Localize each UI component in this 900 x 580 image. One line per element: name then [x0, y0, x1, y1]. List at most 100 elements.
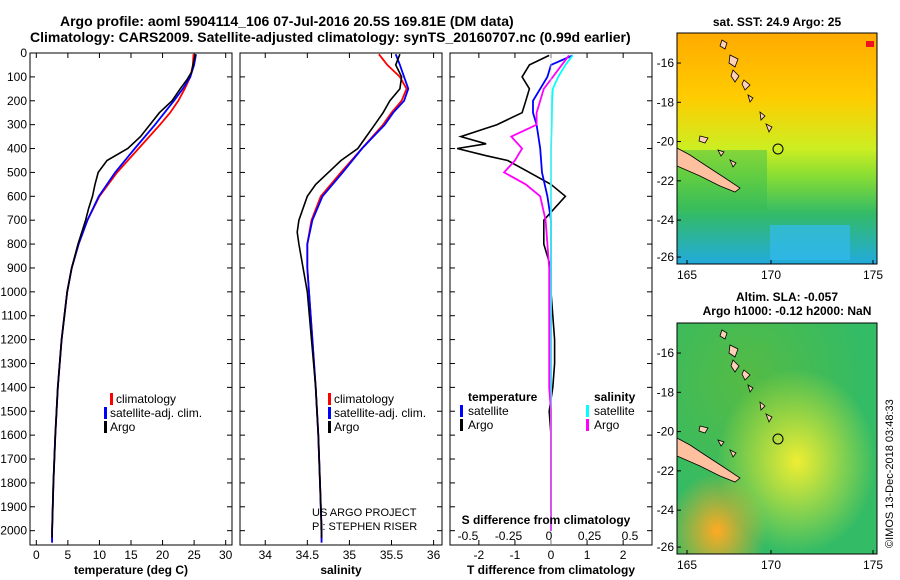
sla-argo-location [772, 433, 784, 445]
legend-s-satellite-label: satellite [594, 404, 635, 418]
depth-tick-label: 1600 [0, 428, 27, 442]
salinity-panel: 34 34.5 35 35.5 36 salinity climatology sate… [239, 52, 443, 577]
x-tick-label: 0 [548, 548, 555, 562]
map-y-tick-label: -22 [657, 464, 675, 478]
depth-tick-label: 2000 [0, 524, 27, 538]
legend-climatology-swatch [110, 393, 113, 405]
sst-map-title: sat. SST: 24.9 Argo: 25 [713, 15, 842, 29]
depth-tick-label: 400 [7, 142, 27, 156]
depth-tick-label: 1400 [0, 380, 27, 394]
sla-map-frame [676, 322, 878, 555]
legend-satellite-swatch [104, 407, 107, 419]
map-x-tick-label: 170 [761, 558, 781, 572]
depth-tick-label: 1000 [0, 285, 27, 299]
s-tick-label: -0.5 [458, 529, 479, 543]
depth-tick-label: 1500 [0, 404, 27, 418]
legend-s-satellite-swatch [586, 405, 589, 417]
x-tick-label: 10 [93, 548, 107, 562]
x-tick-label: 35.5 [380, 548, 404, 562]
x-tick-label: 30 [219, 548, 233, 562]
map-x-tick-label: 170 [761, 268, 781, 282]
map-y-tick-label: -18 [657, 95, 675, 109]
map-y-tick-label: -26 [657, 540, 675, 554]
depth-tick-label: 1200 [0, 333, 27, 347]
map-x-tick-label: 175 [863, 558, 883, 572]
series-line-t-argo [457, 54, 567, 531]
legend-satellite-swatch [328, 407, 331, 419]
map-x-tick-label: 165 [677, 558, 697, 572]
series-line-climatology [306, 53, 408, 543]
depth-tick-label: 1800 [0, 476, 27, 490]
x-tick-label: 34.5 [296, 548, 320, 562]
depth-tick-label: 1700 [0, 452, 27, 466]
sla-map-panel: Altim. SLA: -0.057 Argo h1000: -0.12 h20… [657, 290, 884, 572]
sst-argo-location [772, 143, 784, 155]
legend-s-argo-swatch [586, 419, 589, 431]
x-tick-label: 1 [584, 548, 591, 562]
legend-satellite-label: satellite-adj. clim. [110, 406, 202, 420]
header-line1: Argo profile: aoml 5904114_106 07-Jul-20… [60, 13, 514, 29]
sst-cold-patch [770, 225, 850, 260]
s-tick-label: -0.25 [495, 529, 523, 543]
depth-tick-label: 300 [7, 118, 27, 132]
legend-t-satellite-label: satellite [468, 404, 509, 418]
vanuatu-islands [698, 329, 773, 458]
map-y-tick-label: -18 [657, 385, 675, 399]
x-tick-label: 15 [124, 548, 138, 562]
sst-map-frame [676, 32, 878, 265]
map-y-tick-label: -22 [657, 174, 675, 188]
map-y-tick-label: -16 [657, 346, 675, 360]
s-tick-label: 0.25 [578, 529, 602, 543]
difference-legend: temperature satellite Argo salinity sate… [460, 390, 636, 432]
depth-tick-label: 700 [7, 213, 27, 227]
depth-tick-label: 200 [7, 94, 27, 108]
salinity-xlabel: salinity [320, 563, 362, 577]
map-x-tick-label: 165 [677, 268, 697, 282]
temperature-axes [29, 52, 233, 546]
series-line-climatology [51, 54, 195, 543]
series-line-s-argo [502, 54, 570, 531]
sla-map-subtitle: Argo h1000: -0.12 h2000: NaN [703, 304, 872, 318]
depth-tick-label: 800 [7, 237, 27, 251]
salinity-legend: climatology satellite-adj. clim. Argo [328, 392, 426, 434]
pi-annotation: PI: STEPHEN RISER [312, 521, 417, 533]
depth-tick-label: 600 [7, 189, 27, 203]
legend-t-argo-swatch [460, 419, 463, 431]
map-y-tick-label: -20 [657, 425, 675, 439]
series-line-argo [296, 53, 403, 538]
series-line-satellite-adj-clim- [306, 53, 410, 543]
t-difference-xlabel: T difference from climatology [467, 563, 635, 577]
series-line-argo [51, 54, 197, 538]
map-x-tick-label: 175 [863, 268, 883, 282]
x-tick-label: 35 [343, 548, 357, 562]
legend-argo-label: Argo [110, 420, 136, 434]
depth-tick-label: 1300 [0, 356, 27, 370]
legend-s-argo-label: Argo [594, 418, 620, 432]
depth-tick-label: 100 [7, 70, 27, 84]
salinity-axes [239, 52, 443, 546]
sst-hot-spot [866, 41, 874, 47]
map-y-tick-label: -24 [657, 213, 675, 227]
new-caledonia-island [676, 147, 741, 193]
x-tick-label: 2 [620, 548, 627, 562]
map-y-tick-label: -16 [657, 56, 675, 70]
map-y-tick-label: -24 [657, 503, 675, 517]
x-tick-label: 20 [156, 548, 170, 562]
project-annotation: US ARGO PROJECT [312, 507, 417, 519]
s-difference-label: S difference from climatology [462, 513, 631, 527]
s-tick-label: 0 [546, 529, 553, 543]
depth-tick-label: 0 [20, 46, 27, 60]
legend-climatology-label: climatology [334, 392, 394, 406]
series-line-satellite-adj-clim- [51, 54, 197, 543]
depth-tick-label: 1100 [1, 309, 27, 323]
x-tick-label: 36 [427, 548, 441, 562]
s-tick-label: 0.5 [622, 529, 639, 543]
map-y-tick-label: -20 [657, 135, 675, 149]
x-tick-label: 25 [187, 548, 201, 562]
legend-satellite-label: satellite-adj. clim. [334, 406, 426, 420]
header-line2: Climatology: CARS2009. Satellite-adjuste… [30, 29, 631, 45]
imos-credit: ©IMOS 13-Dec-2018 03:48:33 [884, 399, 896, 548]
map-y-tick-label: -26 [657, 250, 675, 264]
legend-t-satellite-swatch [460, 405, 463, 417]
